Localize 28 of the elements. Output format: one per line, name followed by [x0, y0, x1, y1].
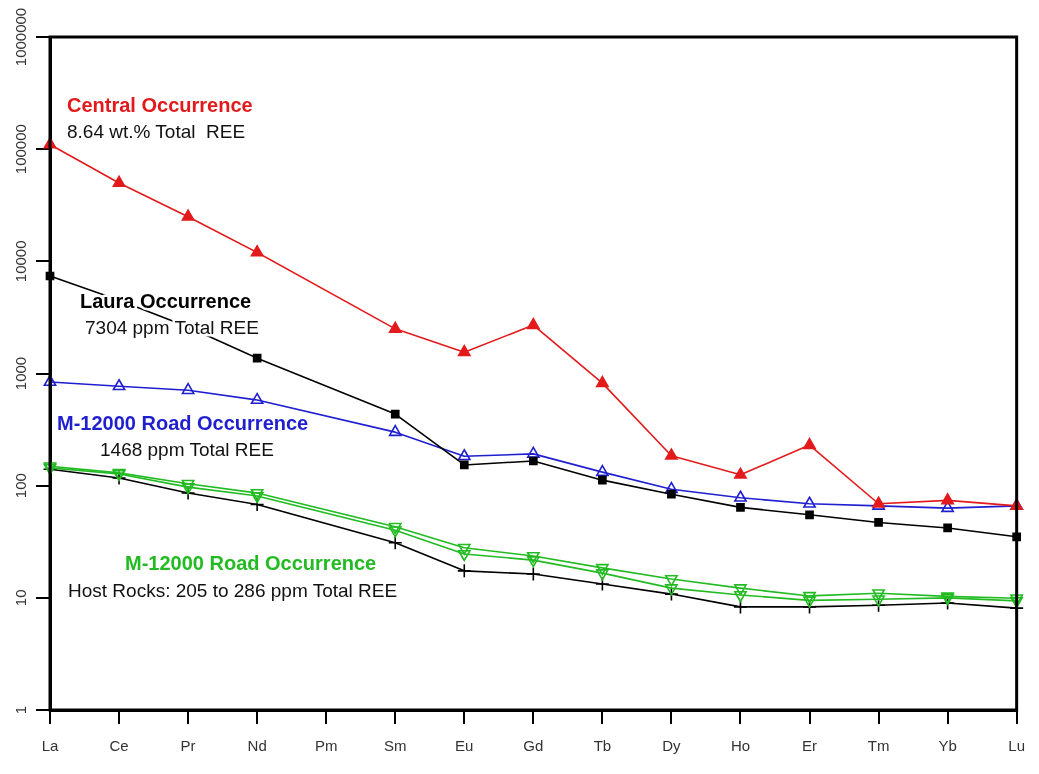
x-tick-label: Eu [455, 737, 474, 755]
x-tick-label: La [41, 737, 59, 755]
x-tick-label: Ho [730, 737, 751, 755]
series-label: M-12000 Road Occurrence [57, 412, 309, 434]
annotation: 8.64 wt.% Total REE [67, 121, 246, 142]
x-tick-label: Dy [662, 737, 682, 755]
series-label: M-12000 Road Occurrence [125, 552, 377, 574]
y-tick-label: 1 [12, 705, 30, 715]
y-tick-label: 100000 [12, 124, 30, 175]
y-tick-label: 10 [12, 589, 30, 607]
x-tick-label: Nd [247, 737, 267, 755]
x-tick-label: Er [802, 737, 818, 755]
x-tick-label: Pm [314, 737, 338, 755]
y-tick-label: 10000 [12, 240, 30, 283]
x-tick-label: Ce [109, 737, 129, 755]
x-tick-label: Tm [867, 737, 890, 755]
x-tick-label: Gd [523, 737, 544, 755]
y-tick-label: 100 [12, 473, 30, 499]
y-tick-label: 1000000 [12, 7, 30, 67]
annotation: Host Rocks: 205 to 286 ppm Total REE [68, 580, 398, 601]
x-tick-label: Sm [383, 737, 407, 755]
annotation: 1468 ppm Total REE [100, 439, 274, 460]
x-tick-label: Lu [1008, 737, 1025, 755]
x-tick-label: Tb [593, 737, 612, 755]
x-tick-label: Yb [938, 737, 957, 755]
y-tick-label: 1000 [12, 356, 30, 391]
x-tick-label: Pr [180, 737, 196, 755]
series-label: Central Occurrence [67, 94, 253, 116]
